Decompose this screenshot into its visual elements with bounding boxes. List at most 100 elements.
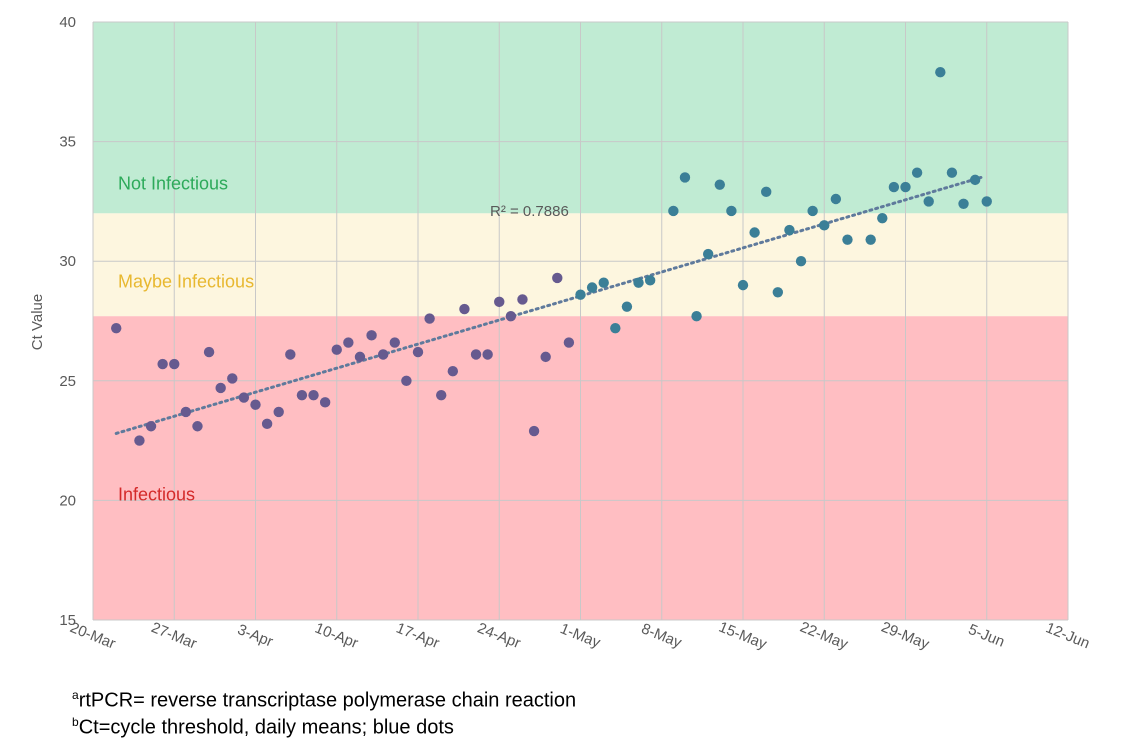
data-point-32 — [494, 296, 505, 308]
data-point-0 — [111, 322, 122, 334]
data-point-2 — [145, 421, 157, 432]
data-point-7 — [203, 346, 215, 358]
data-point-49 — [702, 248, 714, 260]
data-point-52 — [737, 279, 749, 291]
data-point-63 — [877, 212, 888, 224]
data-point-21 — [366, 330, 377, 341]
data-point-38 — [563, 337, 575, 348]
footnote-b: bCt=cycle threshold, daily means; blue d… — [72, 715, 454, 740]
data-point-5 — [180, 406, 192, 418]
x-tick-label-1: 27-Mar — [149, 619, 199, 653]
y-axis-ticks: 15 20 25 30 35 40 — [59, 14, 76, 629]
x-tick-label-6: 1-May — [558, 620, 603, 652]
data-point-56 — [784, 224, 795, 236]
data-point-29 — [459, 303, 470, 315]
data-point-33 — [505, 311, 517, 322]
data-point-48 — [691, 311, 702, 322]
data-point-71 — [969, 174, 981, 186]
data-point-13 — [273, 406, 284, 418]
data-point-37 — [552, 272, 563, 284]
data-point-41 — [598, 277, 609, 288]
data-point-15 — [296, 389, 308, 401]
data-point-11 — [250, 399, 261, 410]
band-label-0: Not Infectious — [118, 173, 228, 193]
data-point-39 — [575, 289, 586, 300]
x-axis-ticks: 20-Mar 27-Mar 3-Apr 10-Apr 17-Apr 24-Apr 1-May… — [67, 619, 1092, 654]
band-label-1: Maybe Infectious — [118, 272, 254, 292]
data-point-3 — [157, 358, 168, 370]
data-point-42 — [610, 322, 621, 334]
data-point-28 — [447, 366, 459, 377]
data-point-10 — [238, 392, 250, 403]
data-point-23 — [389, 337, 400, 348]
x-tick-label-4: 17-Apr — [394, 620, 442, 653]
data-point-44 — [633, 277, 644, 288]
data-point-40 — [586, 282, 598, 293]
footnote-b-marker: b — [72, 715, 79, 729]
x-tick-label-0: 20-Mar — [67, 619, 117, 653]
ct-value-chart: 15 20 25 30 35 40 20-Mar 27-Mar 3-Apr 10-Apr 17-A… — [29, 14, 1092, 654]
x-tick-label-9: 22-May — [798, 619, 851, 654]
data-point-35 — [528, 425, 540, 437]
data-point-59 — [819, 220, 830, 231]
data-point-25 — [412, 346, 424, 358]
y-tick-label-3: 30 — [59, 253, 76, 270]
data-point-51 — [726, 205, 737, 217]
x-tick-label-5: 24-Apr — [475, 620, 523, 653]
band-label-2: Infectious — [118, 484, 195, 504]
x-tick-label-11: 5-Jun — [966, 621, 1007, 651]
y-axis-label: Ct Value — [29, 294, 46, 350]
y-tick-label-5: 40 — [59, 14, 76, 31]
data-point-65 — [900, 181, 911, 193]
data-point-61 — [842, 234, 853, 245]
data-point-55 — [772, 287, 784, 298]
data-point-46 — [668, 205, 679, 217]
data-point-4 — [169, 358, 180, 370]
data-point-58 — [807, 205, 818, 217]
x-tick-label-2: 3-Apr — [235, 621, 275, 651]
data-point-30 — [470, 349, 482, 360]
trendline — [114, 175, 983, 435]
data-point-53 — [749, 227, 760, 238]
y-tick-label-2: 25 — [59, 373, 76, 390]
data-point-50 — [714, 179, 725, 190]
data-point-24 — [401, 375, 412, 386]
y-tick-label-0: 15 — [59, 612, 76, 629]
data-point-47 — [679, 172, 691, 183]
y-tick-label-1: 20 — [59, 492, 76, 509]
data-point-66 — [911, 167, 923, 178]
data-point-22 — [377, 349, 389, 360]
data-point-26 — [424, 313, 435, 324]
data-point-62 — [865, 234, 876, 245]
footnote-a-text: rtPCR= reverse transcriptase polymerase … — [78, 689, 577, 712]
data-point-43 — [621, 301, 633, 312]
data-point-20 — [354, 351, 366, 363]
footnote-a: artPCR= reverse transcriptase polymerase… — [72, 688, 576, 713]
footnote-a-marker: a — [72, 688, 79, 702]
x-tick-label-10: 29-May — [879, 619, 932, 654]
data-point-19 — [343, 337, 354, 348]
data-points — [111, 67, 992, 446]
data-point-54 — [761, 186, 772, 198]
data-point-17 — [319, 397, 331, 408]
data-point-8 — [215, 382, 226, 394]
x-tick-label-7: 8-May — [639, 620, 684, 652]
data-point-16 — [308, 389, 319, 401]
data-point-6 — [192, 421, 203, 432]
band-labels: Not Infectious Maybe Infectious Infectious — [118, 173, 254, 504]
data-point-9 — [227, 373, 238, 384]
data-point-60 — [830, 193, 842, 205]
data-point-67 — [923, 196, 934, 207]
data-point-1 — [134, 435, 145, 446]
r-squared-label: R² = 0.7886 — [490, 203, 569, 220]
data-point-69 — [946, 167, 958, 178]
data-point-68 — [935, 67, 946, 78]
data-point-45 — [644, 275, 656, 286]
x-tick-label-8: 15-May — [716, 619, 769, 654]
data-point-31 — [482, 349, 493, 360]
gridlines — [92, 21, 1069, 621]
data-point-72 — [981, 196, 992, 207]
footnote-b-text: Ct=cycle threshold, daily means; blue do… — [78, 716, 454, 739]
x-tick-label-3: 10-Apr — [312, 620, 360, 653]
data-point-34 — [517, 294, 528, 305]
